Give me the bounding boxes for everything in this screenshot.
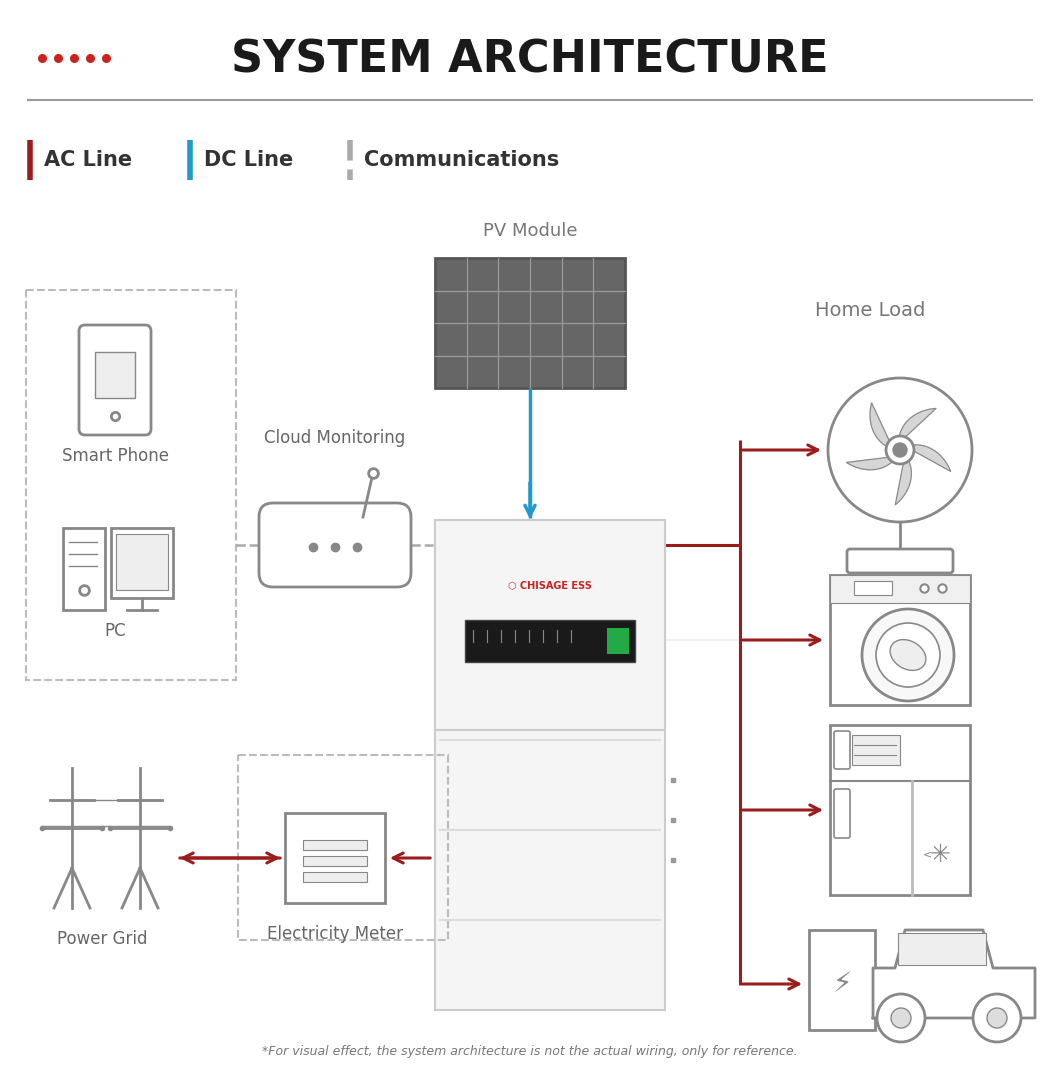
Text: PC: PC xyxy=(104,622,126,640)
Circle shape xyxy=(877,994,925,1042)
Polygon shape xyxy=(899,408,936,438)
FancyBboxPatch shape xyxy=(847,549,953,573)
Bar xyxy=(26,291,236,680)
Bar xyxy=(303,840,367,850)
Text: Smart Phone: Smart Phone xyxy=(61,447,169,465)
FancyBboxPatch shape xyxy=(834,731,850,769)
Polygon shape xyxy=(896,459,912,504)
Polygon shape xyxy=(873,930,1035,1018)
Text: AC Line: AC Line xyxy=(45,150,132,170)
Circle shape xyxy=(893,443,907,457)
Text: DC Line: DC Line xyxy=(204,150,294,170)
Circle shape xyxy=(973,994,1021,1042)
FancyBboxPatch shape xyxy=(259,503,411,588)
Bar xyxy=(303,872,367,882)
Bar xyxy=(465,620,635,662)
Bar xyxy=(607,627,629,654)
Bar xyxy=(830,575,970,705)
Bar xyxy=(830,725,970,895)
Bar xyxy=(63,528,105,610)
Text: Communications: Communications xyxy=(364,150,560,170)
Circle shape xyxy=(886,436,914,464)
Bar xyxy=(285,813,385,903)
Bar xyxy=(95,352,135,399)
FancyBboxPatch shape xyxy=(898,933,986,966)
Bar xyxy=(854,581,893,595)
Polygon shape xyxy=(911,445,951,471)
Bar xyxy=(809,930,874,1030)
Bar xyxy=(116,534,167,590)
Text: <: < xyxy=(923,849,933,859)
Bar xyxy=(852,735,900,765)
Text: ⚡: ⚡ xyxy=(832,970,852,998)
Ellipse shape xyxy=(890,639,925,671)
Circle shape xyxy=(876,623,940,687)
Text: Home Load: Home Load xyxy=(815,300,925,320)
Text: Cloud Monitoring: Cloud Monitoring xyxy=(264,429,406,447)
Bar xyxy=(435,258,625,388)
Text: Power Grid: Power Grid xyxy=(57,930,147,948)
FancyBboxPatch shape xyxy=(80,325,151,435)
Text: *For visual effect, the system architecture is not the actual wiring, only for r: *For visual effect, the system architect… xyxy=(262,1045,798,1058)
Text: ⬡ CHISAGE ESS: ⬡ CHISAGE ESS xyxy=(508,580,591,590)
Bar xyxy=(303,856,367,866)
Polygon shape xyxy=(847,457,894,470)
Bar xyxy=(238,755,448,940)
FancyBboxPatch shape xyxy=(834,789,850,838)
Circle shape xyxy=(828,378,972,522)
Text: ✳: ✳ xyxy=(930,843,951,867)
Text: PV Module: PV Module xyxy=(482,222,578,240)
Bar xyxy=(435,519,665,730)
Circle shape xyxy=(891,1008,911,1028)
Circle shape xyxy=(987,1008,1007,1028)
Text: SYSTEM ARCHITECTURE: SYSTEM ARCHITECTURE xyxy=(231,39,829,81)
Bar xyxy=(111,528,173,598)
Bar xyxy=(435,519,665,1010)
Bar xyxy=(830,575,970,603)
Circle shape xyxy=(862,609,954,701)
Polygon shape xyxy=(870,403,890,447)
Text: Electricity Meter: Electricity Meter xyxy=(267,924,403,943)
